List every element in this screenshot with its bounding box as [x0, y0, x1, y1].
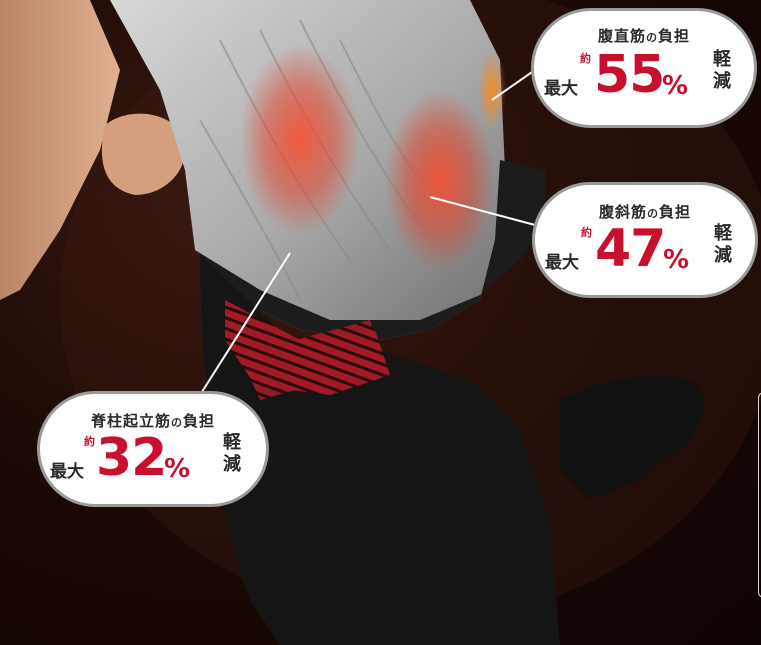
- approx-label: 約: [581, 226, 592, 239]
- shoe-shape: [560, 376, 704, 500]
- percent-sign: %: [662, 71, 689, 101]
- approx-label: 約: [84, 435, 95, 448]
- title-tail: 負担: [183, 412, 216, 430]
- muscle-name: 腹斜筋: [598, 203, 647, 221]
- reduction-value: 32: [96, 428, 167, 488]
- glow-rectus: [478, 50, 506, 130]
- reduction-value: 55: [594, 45, 665, 105]
- particle: の: [647, 207, 659, 220]
- max-label: 最大: [545, 253, 579, 273]
- belt-strap-cross: [240, 320, 385, 400]
- percent-sign: %: [164, 454, 191, 484]
- particle: の: [646, 31, 658, 44]
- particle: の: [171, 416, 183, 429]
- reduction-label: 軽減: [713, 49, 731, 92]
- arm-shape: [0, 0, 120, 300]
- muscle-name: 腹直筋: [597, 27, 646, 45]
- belt-body: [195, 160, 545, 340]
- title-tail: 負担: [658, 27, 691, 45]
- max-label: 最大: [544, 79, 578, 99]
- callout-title: 腹斜筋の負担: [535, 201, 755, 222]
- reduction-label: 軽減: [223, 432, 241, 475]
- reduction-value: 47: [595, 219, 666, 279]
- callout-obliques: 腹斜筋の負担 最大 約 47 % 軽減: [532, 182, 758, 298]
- callout-title: 脊柱起立筋の負担: [40, 410, 266, 431]
- percent-sign: %: [663, 245, 690, 275]
- stat-block: 最大 約 32 % 軽減: [40, 428, 266, 488]
- glow-spine: [240, 45, 360, 235]
- approx-label: 約: [580, 52, 591, 65]
- callout-rectus-abdominis: 腹直筋の負担 最大 約 55 % 軽減: [531, 8, 757, 128]
- leader-line-rectus: [491, 69, 536, 101]
- stat-block: 最大 約 47 % 軽減: [535, 219, 755, 279]
- muscle-name: 脊柱起立筋: [90, 412, 171, 430]
- callout-title: 腹直筋の負担: [534, 25, 754, 46]
- stat-block: 最大 約 55 % 軽減: [534, 45, 754, 105]
- hand-shape: [101, 113, 186, 195]
- callout-erector-spinae: 脊柱起立筋の負担 最大 約 32 % 軽減: [37, 391, 269, 507]
- leader-line-oblique: [429, 196, 536, 226]
- title-tail: 負担: [659, 203, 692, 221]
- reduction-label: 軽減: [714, 223, 732, 266]
- max-label: 最大: [50, 462, 84, 482]
- leader-line-erector: [199, 252, 291, 396]
- glow-oblique: [385, 90, 495, 270]
